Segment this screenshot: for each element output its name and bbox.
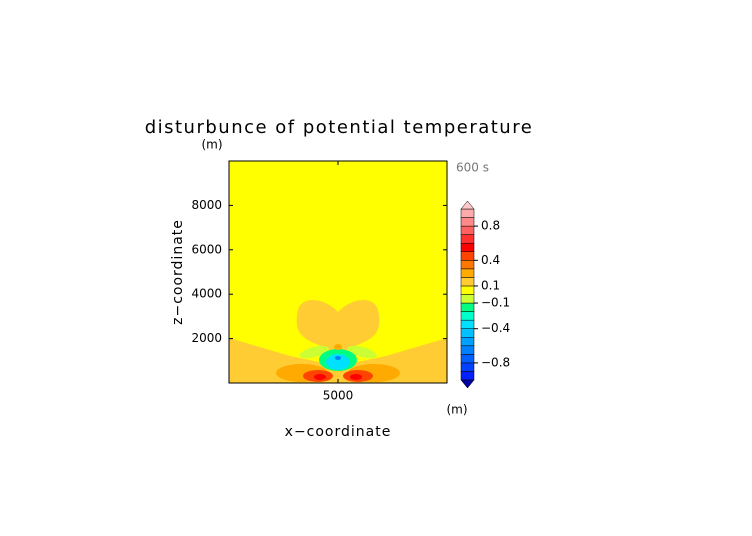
colorbar-segment [460, 242, 475, 252]
colorbar-extend [460, 200, 475, 210]
x-axis-label: x−coordinate [285, 424, 392, 440]
colorbar-segment [460, 208, 475, 218]
colorbar-tick-label: −0.1 [481, 296, 510, 310]
contour-field [229, 300, 447, 383]
colorbar-segment [460, 302, 475, 312]
colorbar-segment [460, 319, 475, 329]
y-unit: (m) [201, 138, 222, 152]
contour-region [314, 374, 326, 380]
colorbar-segment [460, 345, 475, 355]
contour-region [326, 354, 350, 370]
contour-region [334, 344, 342, 350]
colorbar-segment [460, 234, 475, 244]
colorbar-segment [460, 251, 475, 261]
colorbar-segment [460, 337, 475, 347]
colorbar-tick-label: 0.1 [481, 278, 500, 292]
time-label: 600 s [456, 161, 489, 175]
colorbar-segment [460, 371, 475, 381]
colorbar-extend [460, 379, 475, 389]
colorbar-segment [460, 217, 475, 227]
x-unit: (m) [446, 403, 467, 417]
colorbar-tick-label: −0.4 [481, 321, 510, 335]
y-axis-label: z−coordinate [170, 219, 186, 325]
contour-region [296, 300, 380, 356]
x-tick-label: 5000 [323, 389, 354, 403]
contour-region [335, 356, 341, 360]
contour-region [299, 345, 329, 359]
contour-region [350, 374, 362, 380]
colorbar-segment [460, 225, 475, 235]
y-tick-label: 6000 [191, 242, 222, 256]
colorbar-segment [460, 354, 475, 364]
colorbar-tick-label: 0.4 [481, 253, 500, 267]
y-tick-label: 2000 [191, 331, 222, 345]
colorbar-tick-label: −0.8 [481, 355, 510, 369]
colorbar-segment [460, 311, 475, 321]
colorbar-segment [460, 285, 475, 295]
chart-title: disturbunce of potential temperature [145, 117, 534, 138]
colorbar-segment [460, 260, 475, 270]
colorbar-segment [460, 294, 475, 304]
colorbar-segment [460, 328, 475, 338]
colorbar-segment [460, 362, 475, 372]
colorbar-segment [460, 268, 475, 278]
colorbar-segment [460, 277, 475, 287]
y-tick-label: 4000 [191, 287, 222, 301]
contour-region [347, 345, 377, 359]
y-tick-label: 8000 [191, 198, 222, 212]
colorbar-tick-label: 0.8 [481, 219, 500, 233]
